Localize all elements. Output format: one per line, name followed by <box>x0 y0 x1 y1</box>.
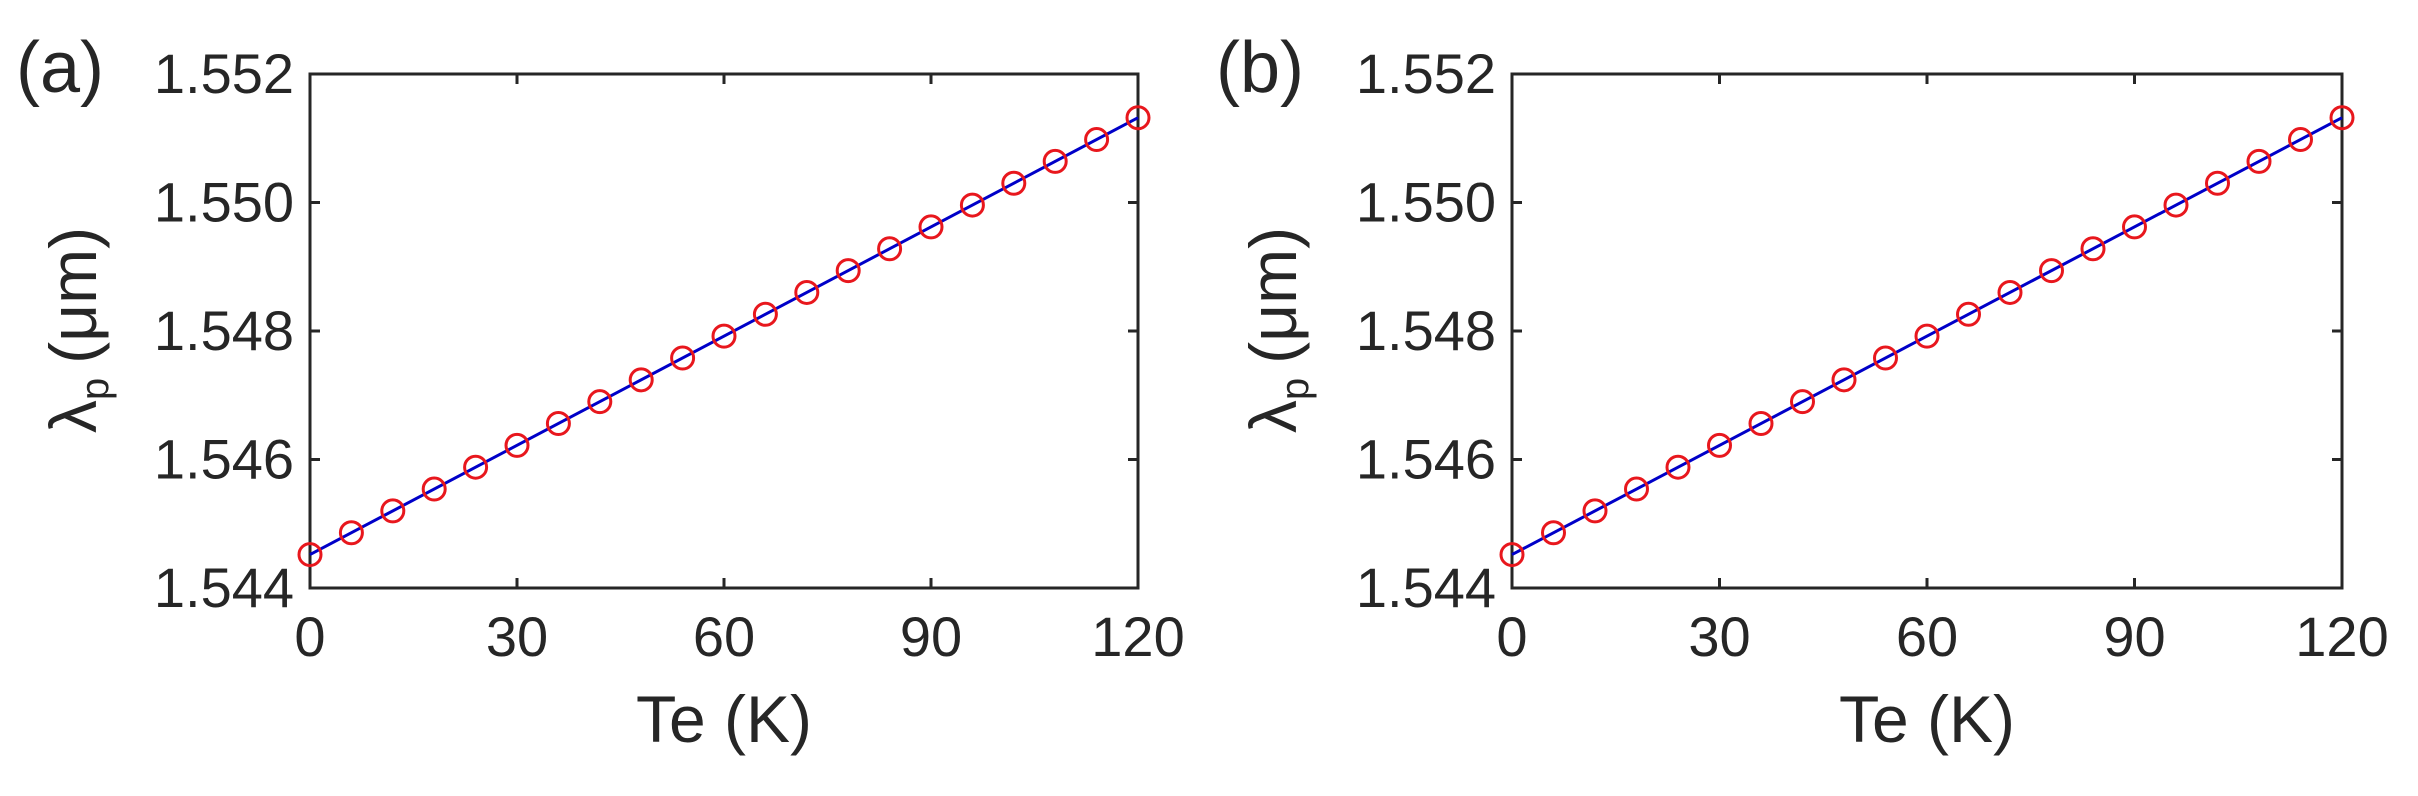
data-point <box>2122 214 2147 240</box>
data-point <box>338 520 364 546</box>
x-tick-label: 90 <box>900 605 962 668</box>
data-point <box>1125 105 1151 131</box>
y-tick-label: 1.544 <box>1356 556 1496 619</box>
x-tick-label: 120 <box>2295 605 2388 668</box>
data-point <box>752 301 778 327</box>
data-point <box>1084 127 1110 153</box>
x-tick-label: 30 <box>1688 605 1750 668</box>
data-point <box>628 367 654 393</box>
plot-area-frame <box>308 72 1140 590</box>
data-point <box>959 192 985 218</box>
data-point <box>587 389 613 415</box>
data-point <box>1997 279 2023 305</box>
data-point <box>2329 105 2355 131</box>
y-label-symbol: λ <box>36 400 110 433</box>
x-tick-label: 0 <box>294 605 325 668</box>
data-point <box>545 411 571 437</box>
y-tick-label: 1.552 <box>1356 42 1496 105</box>
chart-panel-b: 1.544 1.546 1.548 1.550 1.552 0 30 60 90 120 (b) Te… <box>1216 28 2389 756</box>
data-point <box>1914 323 1940 349</box>
data-point <box>835 258 861 284</box>
y-tick-label: 1.548 <box>1356 299 1496 362</box>
y-tick-label: 1.546 <box>1356 428 1496 491</box>
data-point <box>1956 301 1981 327</box>
x-tick-label: 90 <box>2103 605 2165 668</box>
panel-label: (a) <box>16 28 104 108</box>
data-point <box>2246 148 2272 174</box>
y-tick-label: 1.546 <box>154 428 294 491</box>
y-axis-label: λp (μm) <box>36 227 117 433</box>
data-point <box>2080 236 2106 262</box>
data-point <box>1624 476 1649 502</box>
data-point <box>1499 542 1525 568</box>
data-point <box>2288 127 2313 153</box>
data-point <box>1790 389 1815 415</box>
data-point <box>877 236 903 262</box>
chart-panel-a: 1.544 1.546 1.548 1.550 1.552 0 30 60 90 120 (a) Te… <box>16 28 1185 756</box>
data-point <box>1831 367 1857 393</box>
data-point <box>2205 170 2230 196</box>
y-tick-label: 1.552 <box>154 42 294 105</box>
y-tick-label: 1.550 <box>154 171 294 234</box>
x-tick-label: 60 <box>1896 605 1958 668</box>
y-label-subscript: p <box>73 378 117 400</box>
x-tick-label: 30 <box>486 605 548 668</box>
plot-area-frame <box>1510 72 2344 590</box>
data-point <box>1001 170 1027 196</box>
data-point <box>711 323 737 349</box>
data-point <box>2163 192 2189 218</box>
fit-line <box>309 116 1139 556</box>
data-point <box>2039 258 2064 284</box>
x-axis-label: Te (K) <box>1839 682 2015 756</box>
data-point <box>1707 432 1732 458</box>
data-point <box>421 476 447 502</box>
data-point <box>794 279 820 305</box>
data-point <box>1582 498 1608 524</box>
y-axis-label: λp (μm) <box>1236 227 1317 433</box>
x-tick-label: 60 <box>693 605 755 668</box>
panel-label: (b) <box>1216 28 1304 108</box>
fit-line <box>1511 116 2343 556</box>
y-tick-label: 1.544 <box>154 556 294 619</box>
y-label-subscript: p <box>1273 378 1317 400</box>
data-point <box>463 454 489 480</box>
data-point <box>380 498 406 524</box>
data-point <box>1748 411 1774 437</box>
y-label-unit: (μm) <box>1236 227 1310 364</box>
data-point <box>297 542 323 568</box>
data-point <box>918 214 944 240</box>
y-label-symbol: λ <box>1236 400 1310 433</box>
data-point <box>1873 345 1898 371</box>
x-tick-label: 0 <box>1496 605 1527 668</box>
data-point <box>1541 520 1566 546</box>
y-label-unit: (μm) <box>36 227 110 364</box>
data-point <box>1665 454 1691 480</box>
y-tick-label: 1.550 <box>1356 171 1496 234</box>
data-point <box>670 345 696 371</box>
data-point <box>1042 148 1068 174</box>
y-tick-label: 1.548 <box>154 299 294 362</box>
x-tick-label: 120 <box>1091 605 1184 668</box>
data-point <box>504 432 530 458</box>
x-axis-label: Te (K) <box>636 682 812 756</box>
